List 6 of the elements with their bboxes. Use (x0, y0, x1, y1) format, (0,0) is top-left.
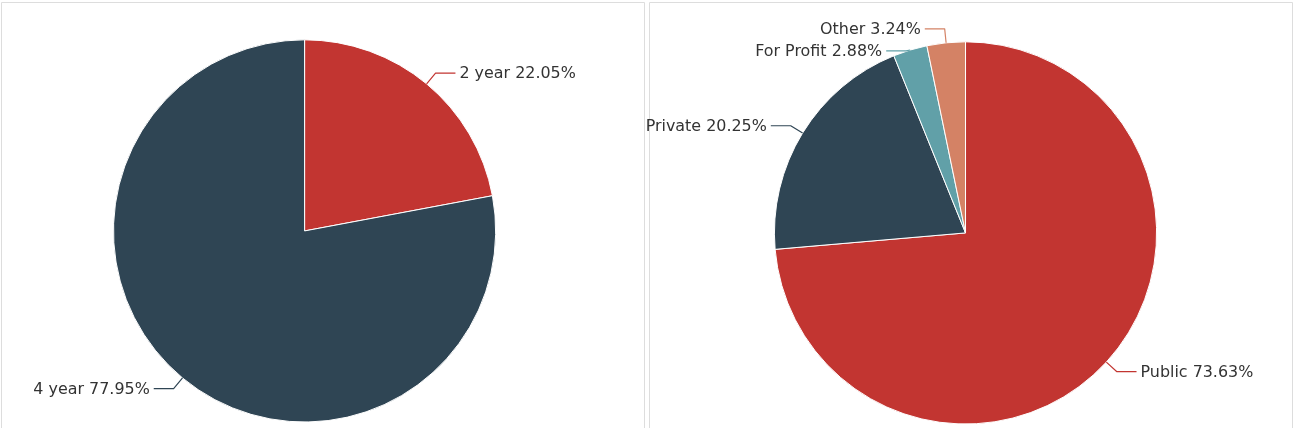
slice-label: Private 20.25% (645, 115, 767, 135)
slice-label: 4 year 77.95% (33, 378, 150, 398)
slice-label: Public 73.63% (1140, 361, 1254, 381)
slice-label: Other 3.24% (820, 18, 921, 38)
slice-label: For Profit 2.88% (755, 40, 883, 60)
slice-label: 2 year 22.05% (459, 63, 576, 83)
